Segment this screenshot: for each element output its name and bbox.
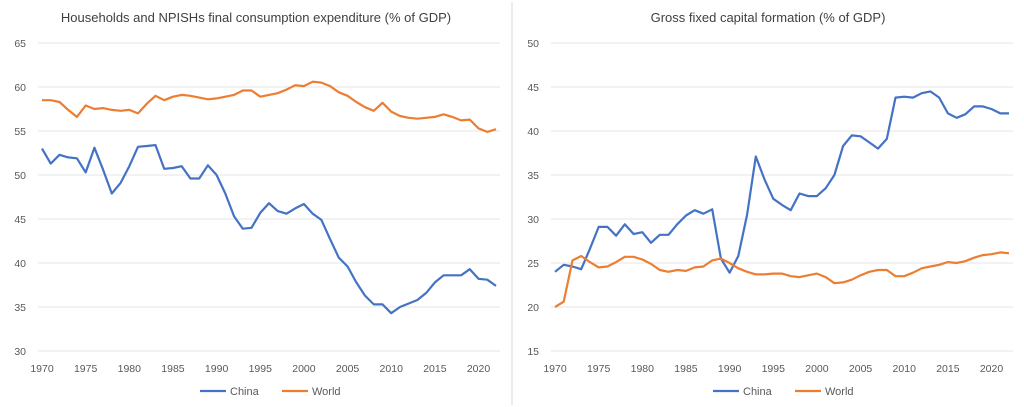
legend-label-china: China [230,386,260,398]
series-line-world [42,80,497,133]
y-tick-label: 25 [527,258,539,270]
x-tick-label: 1990 [205,363,229,375]
y-tick-label: 30 [527,214,539,226]
legend-label-world: World [825,386,854,398]
y-tick-label: 40 [14,258,26,270]
x-tick-label: 1980 [118,363,142,375]
x-tick-label: 1975 [74,363,98,375]
x-tick-label: 2000 [292,363,316,375]
chart-title: Gross fixed capital formation (% of GDP) [651,10,886,25]
x-tick-label: 2015 [423,363,447,375]
series-line-world [554,251,1010,308]
chart-2: Gross fixed capital formation (% of GDP)… [527,10,1013,398]
x-tick-label: 2015 [936,363,960,375]
x-tick-label: 2005 [849,363,873,375]
x-tick-label: 1990 [718,363,742,375]
legend-label-china: China [743,386,773,398]
legend-label-world: World [312,386,341,398]
chart-title: Households and NPISHs final consumption … [61,10,451,25]
x-tick-label: 1970 [30,363,54,375]
y-tick-label: 55 [14,126,26,138]
x-tick-label: 1975 [587,363,611,375]
chart-1: Households and NPISHs final consumption … [14,10,500,398]
x-tick-label: 2020 [980,363,1004,375]
x-tick-label: 1985 [161,363,185,375]
x-tick-label: 2000 [805,363,829,375]
x-tick-label: 1970 [543,363,567,375]
y-tick-label: 50 [527,38,539,50]
y-tick-label: 60 [14,82,26,94]
y-tick-label: 20 [527,302,539,314]
x-tick-label: 1995 [249,363,273,375]
x-tick-label: 2005 [336,363,360,375]
y-tick-label: 50 [14,170,26,182]
x-tick-label: 1980 [631,363,655,375]
x-tick-label: 1985 [674,363,698,375]
x-tick-label: 2010 [380,363,404,375]
y-tick-label: 45 [527,82,539,94]
y-tick-label: 45 [14,214,26,226]
y-tick-label: 15 [527,346,539,358]
y-tick-label: 40 [527,126,539,138]
y-tick-label: 30 [14,346,26,358]
y-tick-label: 35 [527,170,539,182]
y-tick-label: 65 [14,38,26,50]
series-line-china [554,90,1009,274]
series-line-china [41,144,497,315]
y-tick-label: 35 [14,302,26,314]
x-tick-label: 2020 [467,363,491,375]
x-tick-label: 1995 [762,363,786,375]
x-tick-label: 2010 [893,363,917,375]
